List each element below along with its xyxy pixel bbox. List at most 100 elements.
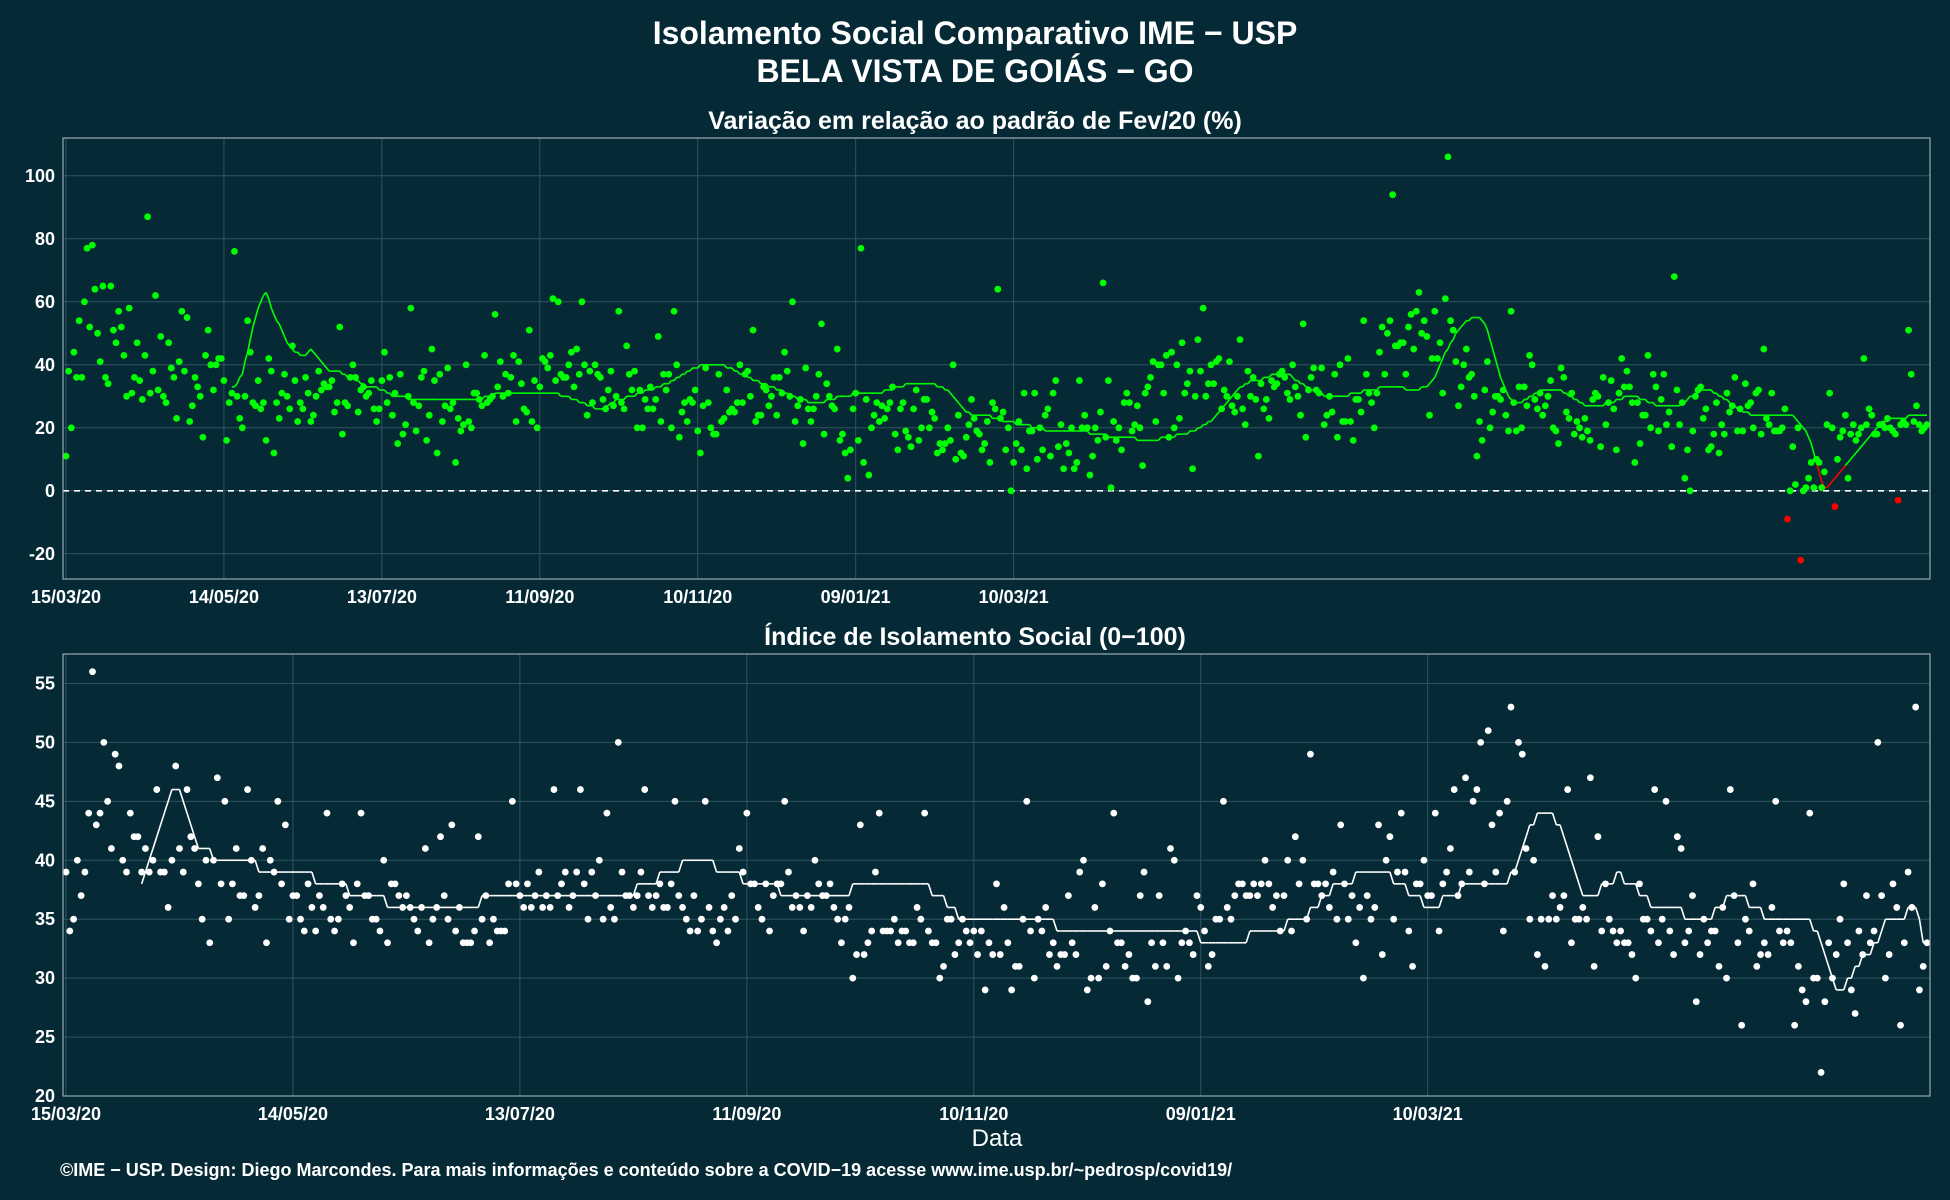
top-data-point [1420,317,1428,325]
top-data-point [1539,411,1547,419]
top-data-point [499,392,507,400]
bottom-data-point [1148,939,1155,947]
bottom-data-point [350,939,357,947]
top-data-point [1236,336,1244,343]
top-data-point [199,433,207,441]
top-data-point [1347,418,1354,425]
chart-title-line1: Isolamento Social Comparativo IME − USP [653,15,1298,51]
top-data-point [1305,386,1312,394]
top-data-point [510,351,517,359]
top-data-point [1807,459,1815,466]
top-data-point [391,389,399,397]
top-data-point [244,317,252,325]
bottom-data-point [599,915,607,923]
bottom-data-point [1174,974,1182,982]
top-data-point [1015,418,1023,425]
bottom-data-point [1874,739,1882,746]
top-data-point [1031,389,1039,397]
top-moving-average-segment [1486,329,1491,340]
bottom-data-point [1072,951,1080,958]
top-data-point [1489,408,1497,416]
top-moving-average-segment [823,398,828,404]
top-data-point [1541,402,1549,410]
top-x-tick-label: 13/07/20 [347,587,417,607]
top-data-point [523,408,531,416]
bottom-data-point [433,904,441,911]
bottom-data-point [709,927,717,935]
bottom-data-point [1117,939,1125,947]
top-data-point [252,402,259,410]
top-data-point [1481,386,1489,394]
bottom-data-point [1605,915,1613,923]
top-data-point [789,298,796,306]
top-moving-average-segment [1852,452,1857,457]
bottom-data-point [1715,962,1723,970]
bottom-data-point [263,939,270,947]
top-data-point [1902,421,1910,429]
bottom-data-point [505,880,512,888]
bottom-data-point [1552,915,1560,923]
bottom-data-point [1095,974,1103,982]
bottom-moving-average-segment [1744,895,1750,908]
top-data-point [257,405,265,413]
bottom-data-point [1401,868,1409,876]
top-moving-average-segment [749,376,754,382]
top-data-point [1110,418,1118,425]
top-data-point [775,374,783,381]
top-moving-average-segment [252,317,257,328]
top-data-point [1873,430,1881,438]
top-data-point [223,437,230,444]
top-data-point [262,437,270,444]
top-data-point [102,374,109,381]
top-data-point [1186,367,1194,375]
top-data-point [1728,402,1736,410]
top-x-tick-label: 14/05/20 [189,587,259,607]
bottom-moving-average-segment [1574,871,1580,885]
top-moving-average-segment [1613,398,1618,404]
top-data-point [141,351,149,359]
top-data-point [1449,326,1457,334]
top-moving-average-segment [1857,446,1862,451]
bottom-data-point [1859,951,1867,958]
bottom-data-point [1908,904,1916,911]
top-data-point [1849,421,1857,429]
top-data-point [417,374,425,381]
top-moving-average-segment [1526,395,1531,400]
top-moving-average-segment [612,398,617,404]
top-data-point [1620,383,1628,391]
top-data-point [589,399,596,406]
top-y-tick-label: 0 [45,481,55,501]
bottom-data-point [584,915,592,923]
bottom-plot-frame [62,653,1931,1097]
bottom-data-point [1140,868,1148,876]
top-data-point [833,345,841,353]
bottom-data-point [300,927,308,935]
top-moving-average-segment [275,320,280,325]
bottom-data-point [1170,856,1178,864]
bottom-data-point [1428,892,1435,900]
top-data-point [1183,380,1191,388]
top-data-point [460,421,467,429]
top-data-point [441,402,449,410]
bottom-moving-average-segment [1710,907,1716,920]
top-data-point [739,399,746,406]
top-data-point [1273,380,1281,388]
bottom-panel-title: Índice de Isolamento Social (0−100) [764,622,1186,651]
bottom-data-point [607,904,615,911]
bottom-data-point [247,856,255,864]
bottom-data-point [875,809,883,817]
top-data-point [1162,351,1170,359]
top-data-point [254,377,262,384]
top-moving-average-segment [1484,323,1489,331]
top-moving-average-segment [389,392,394,397]
bottom-data-point [365,892,373,900]
bottom-moving-average-segment [1389,871,1395,885]
top-data-point [1847,430,1855,438]
bottom-data-point [183,786,191,793]
bottom-data-point [766,927,773,935]
bottom-data-point [1462,774,1469,782]
bottom-data-point [1431,809,1439,817]
top-data-point [1547,377,1554,384]
top-data-point [1307,374,1315,381]
bottom-data-point [645,892,652,900]
